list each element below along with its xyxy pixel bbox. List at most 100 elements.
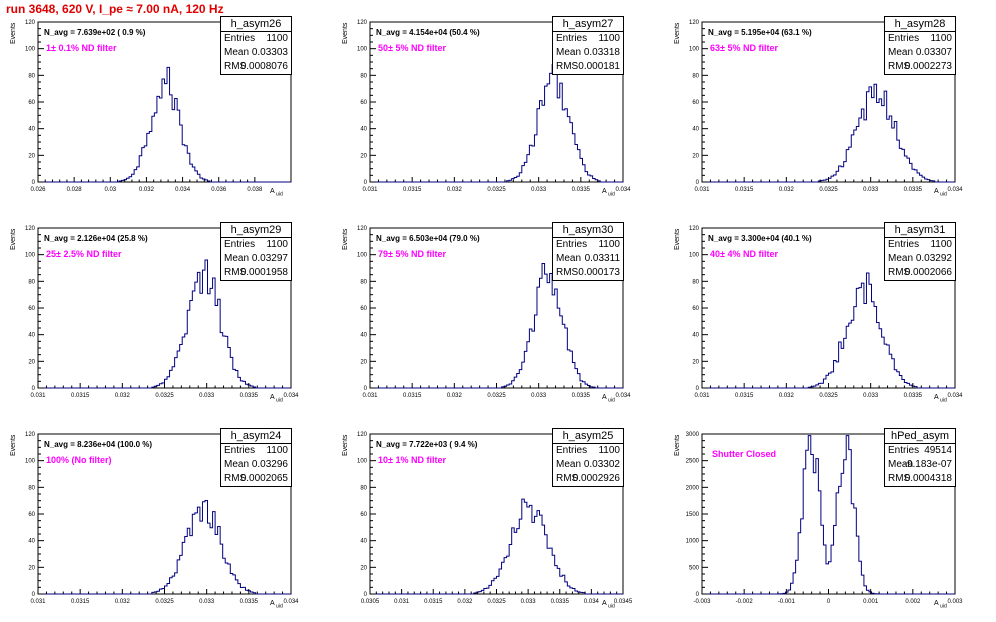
stats-row-entries: Entries 1100: [553, 444, 623, 458]
histogram-outline: [702, 83, 955, 183]
stats-row-rms: RMS 0.0002065: [221, 472, 291, 486]
x-tick-label: 0.0335: [572, 187, 591, 193]
y-axis-label: Events: [342, 22, 349, 44]
y-tick-label: 0: [32, 386, 36, 392]
stats-key: Mean: [888, 253, 914, 264]
x-tick-label: 0.0315: [424, 599, 443, 605]
n-avg-label: N_avg = 8.236e+04 (100.0 %): [44, 440, 153, 449]
x-axis-label: A uid: [270, 394, 283, 404]
stats-row-entries: Entries 49514: [885, 444, 955, 458]
filter-label: 40± 4% ND filter: [710, 249, 778, 259]
stats-value: 1100: [598, 445, 620, 456]
stats-value: 0.0004318: [904, 473, 952, 484]
stats-row-rms: RMS 0.0002066: [885, 266, 955, 280]
stats-key: Mean: [556, 253, 582, 264]
y-tick-label: 80: [28, 73, 35, 79]
stats-value: 1100: [266, 33, 288, 44]
y-tick-label: 0: [364, 592, 368, 598]
stats-box: h_asym26 Entries 1100 Mean 0.03303 RMS 0.00080…: [220, 16, 292, 75]
stats-value: 0.000173: [578, 267, 620, 278]
stats-box: h_asym28 Entries 1100 Mean 0.03307 RMS 0.00022…: [884, 16, 956, 75]
stats-key: RMS: [888, 61, 911, 72]
x-tick-label: -0.002: [736, 599, 754, 605]
stats-row-mean: Mean 0.03297: [221, 252, 291, 266]
stats-value: 0.03302: [583, 459, 620, 470]
stats-key: Entries: [888, 33, 920, 44]
histogram-outline: [38, 66, 291, 183]
y-tick-label: 120: [357, 226, 368, 232]
x-tick-label: 0.028: [67, 187, 83, 193]
x-tick-label: 0.031: [30, 599, 46, 605]
y-tick-label: 80: [360, 73, 367, 79]
y-tick-label: 120: [357, 20, 368, 26]
y-tick-label: 20: [360, 359, 367, 365]
stats-row-rms: RMS 0.0008076: [221, 60, 291, 74]
x-tick-label: -0.001: [778, 599, 796, 605]
stats-row-entries: Entries 1100: [885, 32, 955, 46]
y-tick-label: 40: [360, 539, 367, 545]
x-tick-label: -0.003: [693, 599, 711, 605]
x-tick-label: 0.0315: [71, 599, 90, 605]
stats-key: Mean: [224, 47, 250, 58]
y-tick-label: 3000: [686, 432, 700, 438]
y-axis-label: Events: [342, 434, 349, 456]
y-tick-label: 80: [360, 485, 367, 491]
x-tick-label: 0.034: [584, 599, 600, 605]
y-tick-label: 60: [360, 512, 367, 518]
filter-label: 10± 1% ND filter: [378, 455, 446, 465]
n-avg-label: N_avg = 3.300e+04 (40.1 %): [708, 234, 812, 243]
x-tick-label: 0.032: [779, 187, 795, 193]
stats-key: Entries: [888, 239, 920, 250]
filter-label: 1± 0.1% ND filter: [46, 43, 117, 53]
y-axis-label: Events: [674, 22, 681, 44]
stats-value: 0.0002926: [572, 473, 620, 484]
stats-row-mean: Mean 0.03307: [885, 46, 955, 60]
filter-label: Shutter Closed: [712, 449, 777, 459]
stats-row-rms: RMS 0.0002273: [885, 60, 955, 74]
x-tick-label: 0.034: [283, 599, 299, 605]
x-tick-label: 0.036: [211, 187, 227, 193]
stats-row-entries: Entries 1100: [885, 238, 955, 252]
y-tick-label: 120: [689, 226, 700, 232]
histogram-outline: [370, 498, 623, 595]
stats-value: -9.183e-07: [903, 459, 952, 470]
histogram-panel: 0.031 0.0315 0.032 0.0325 0.033 0.0335 0.034 0 2…: [340, 8, 640, 198]
stats-key: Entries: [224, 33, 256, 44]
x-tick-label: 0.0315: [403, 187, 422, 193]
stats-key: RMS: [224, 267, 247, 278]
y-tick-label: 500: [689, 565, 700, 571]
x-tick-label: 0.03: [104, 187, 116, 193]
x-axis-label: A uid: [270, 600, 283, 610]
stats-value: 0.03297: [251, 253, 288, 264]
run-title: run 3648, 620 V, I_pe ≈ 7.00 nA, 120 Hz: [6, 2, 224, 16]
stats-value: 0.03296: [251, 459, 288, 470]
y-tick-label: 60: [692, 306, 699, 312]
stats-row-mean: Mean 0.03296: [221, 458, 291, 472]
x-tick-label: 0.032: [115, 393, 131, 399]
stats-value: 0.0001958: [240, 267, 288, 278]
x-tick-label: 0.038: [247, 187, 263, 193]
histogram-name: h_asym24: [221, 429, 291, 444]
y-tick-label: 40: [360, 127, 367, 133]
y-axis-label: Events: [674, 228, 681, 250]
stats-row-entries: Entries 1100: [221, 32, 291, 46]
stats-key: RMS: [556, 61, 579, 72]
stats-row-mean: Mean 0.03292: [885, 252, 955, 266]
stats-row-rms: RMS 0.000173: [553, 266, 623, 280]
histogram-panel: 0.031 0.0315 0.032 0.0325 0.033 0.0335 0.034 0 2…: [8, 420, 308, 610]
filter-label: 100% (No filter): [46, 455, 112, 465]
x-tick-label: 0.0325: [155, 393, 174, 399]
n-avg-label: N_avg = 6.503e+04 (79.0 %): [376, 234, 480, 243]
filter-label: 50± 5% ND filter: [378, 43, 446, 53]
histogram-plot: -0.003 -0.002 -0.001 0 0.001 0.002 0.003 0 500 10…: [686, 432, 964, 605]
histogram-panel: 0.026 0.028 0.03 0.032 0.034 0.036 0.038 0 20 40 6…: [8, 8, 308, 198]
histogram-outline: [702, 272, 955, 389]
x-tick-label: 0.001: [863, 599, 879, 605]
histogram-name: h_asym25: [553, 429, 623, 444]
x-tick-label: 0.0305: [361, 599, 380, 605]
histogram-plot: 0.031 0.0315 0.032 0.0325 0.033 0.0335 0.034 0 2…: [25, 432, 299, 605]
y-tick-label: 80: [28, 279, 35, 285]
stats-box: h_asym25 Entries 1100 Mean 0.03302 RMS 0.00029…: [552, 428, 624, 487]
stats-key: RMS: [224, 473, 247, 484]
stats-value: 0.03292: [915, 253, 952, 264]
